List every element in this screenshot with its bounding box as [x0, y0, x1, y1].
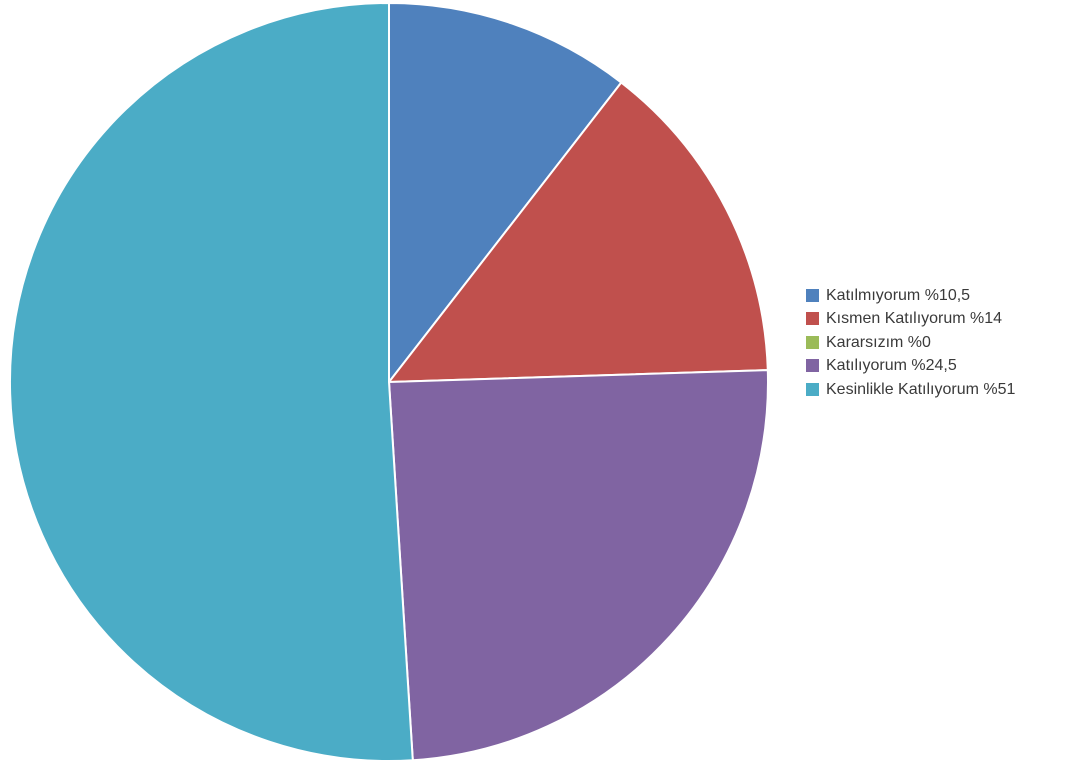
legend-label: Katılıyorum %24,5 — [826, 357, 957, 375]
legend-item: Katılıyorum %24,5 — [806, 354, 1015, 377]
legend-swatch — [806, 359, 819, 373]
legend-label: Kısmen Katılıyorum %14 — [826, 310, 1003, 328]
pie-slice — [388, 369, 769, 762]
legend-swatch — [806, 382, 819, 396]
legend-label: Kararsızım %0 — [826, 333, 931, 351]
legend: Katılmıyorum %10,5 Kısmen Katılıyorum %1… — [806, 284, 1015, 401]
pie-slice — [388, 2, 623, 383]
legend-item: Kararsızım %0 — [806, 331, 1015, 354]
legend-swatch — [806, 335, 819, 349]
legend-label: Kesinlikle Katılıyorum %51 — [826, 380, 1016, 398]
pie-slice — [388, 81, 769, 383]
pie-slice — [8, 2, 414, 762]
legend-swatch — [806, 289, 819, 302]
legend-item: Kısmen Katılıyorum %14 — [806, 307, 1015, 330]
legend-item: Katılmıyorum %10,5 — [806, 284, 1015, 307]
legend-swatch — [806, 312, 819, 326]
legend-label: Katılmıyorum %10,5 — [826, 287, 971, 304]
legend-item: Kesinlikle Katılıyorum %51 — [806, 378, 1015, 401]
